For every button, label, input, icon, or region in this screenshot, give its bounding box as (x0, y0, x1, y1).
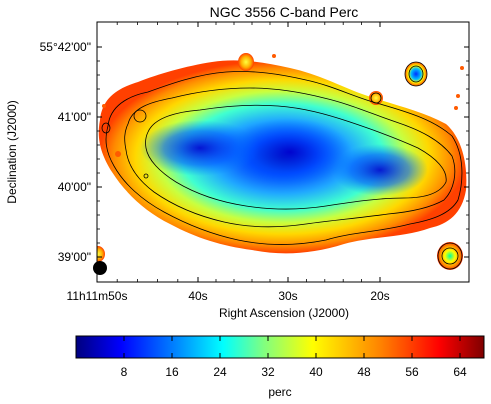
edge-speckles (102, 54, 464, 157)
intensity-map (97, 53, 467, 270)
x-tick-label: 11h11m50s (67, 289, 128, 303)
y-tick-label: 39'00" (58, 250, 91, 264)
contour-dot (143, 173, 149, 179)
x-axis-label: Right Ascension (J2000) (219, 306, 349, 320)
x-tick-label: 30s (278, 289, 297, 303)
core-blue-1 (140, 120, 260, 176)
x-tick-label: 40s (188, 289, 207, 303)
beam-marker (93, 261, 107, 275)
colorbar-tick-label: 16 (165, 365, 179, 379)
contour-source-small (370, 92, 382, 104)
y-tick-label: 40'00" (58, 180, 91, 194)
x-axis-ticks: 11h11m50s 40s 30s 20s (67, 22, 390, 303)
contour-middle (124, 87, 456, 228)
colorbar-label: perc (268, 385, 291, 399)
y-tick-label: 55°42'00" (40, 40, 91, 54)
colorbar-ticks: 8 16 24 32 40 48 56 64 (121, 336, 467, 379)
source-left (97, 246, 105, 262)
colorbar-tick-label: 8 (121, 365, 128, 379)
contours (101, 61, 463, 270)
contour-source-blue-2 (408, 65, 424, 83)
plot-frame (96, 21, 470, 283)
contour-blob-left (101, 122, 111, 134)
contour-source-lr-2 (441, 247, 459, 265)
y-axis-label: Declination (J2000) (5, 100, 19, 203)
core-blue-3 (332, 144, 428, 196)
contour-source-blue-1 (404, 61, 428, 87)
core-blue-2 (228, 118, 352, 186)
contour-source-lr-1 (437, 242, 463, 270)
chart-title: NGC 3556 C-band Perc (210, 4, 359, 20)
contour-blob-left2 (133, 109, 147, 123)
y-tick-label: 41'00" (58, 110, 91, 124)
colorbar (75, 335, 485, 359)
colorbar-tick-label: 56 (405, 365, 419, 379)
source-blue (405, 62, 427, 86)
colorbar-tick-label: 48 (357, 365, 371, 379)
source-lower-right (437, 242, 463, 270)
source-top (238, 53, 254, 71)
contour-inner (145, 104, 447, 210)
colorbar-tick-label: 64 (453, 365, 467, 379)
colorbar-tick-label: 32 (261, 365, 275, 379)
y-axis-ticks: 55°42'00" 41'00" 40'00" 39'00" (40, 40, 469, 264)
x-tick-label: 20s (370, 289, 389, 303)
colorbar-tick-label: 40 (309, 365, 323, 379)
colorbar-tick-label: 24 (213, 365, 227, 379)
contour-outer (105, 71, 463, 245)
